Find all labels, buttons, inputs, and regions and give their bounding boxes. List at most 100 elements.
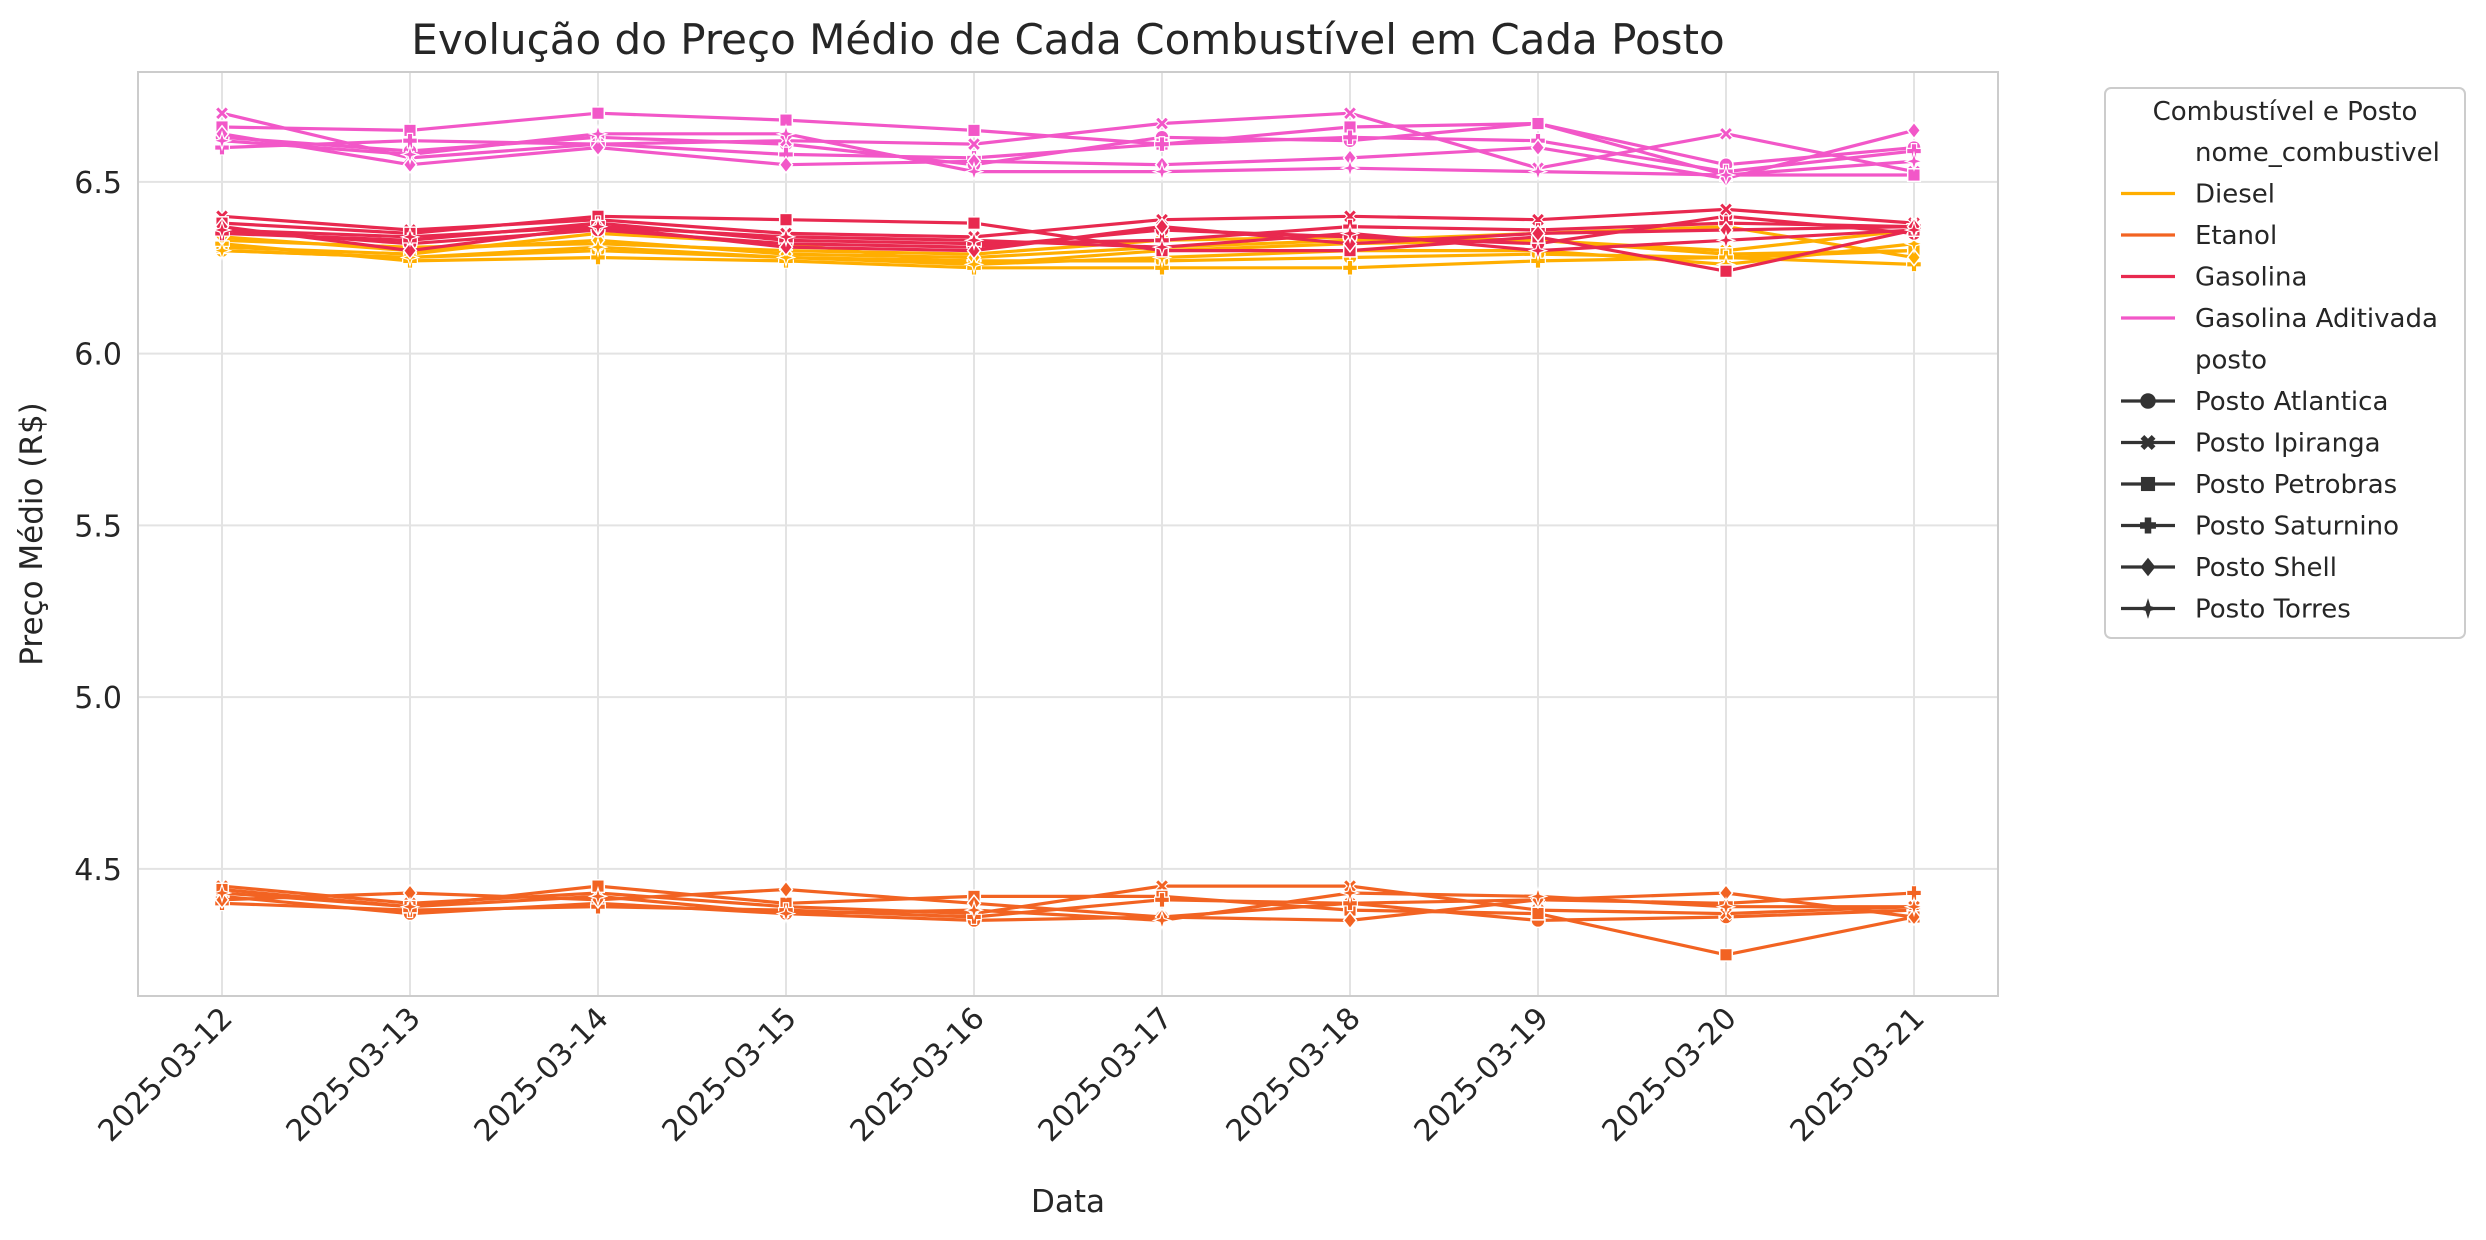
data-point [966, 123, 982, 138]
data-point [1339, 882, 1361, 904]
data-point [1715, 896, 1737, 918]
plot-area [137, 71, 1999, 997]
legend-title: Combustível e Posto [2153, 97, 2418, 127]
series-gasolina-aditivada-posto-torres [211, 123, 1925, 186]
data-point [1718, 947, 1734, 962]
legend-marker [2140, 393, 2156, 409]
data-point [402, 132, 418, 149]
data-point [963, 229, 985, 251]
legend-marker [2140, 517, 2156, 534]
legend-header-fuel: nome_combustivel [2195, 138, 2440, 168]
series-line [221, 111, 1914, 177]
chart-title: Evolução do Preço Médio de Cada Combustí… [411, 15, 1724, 64]
data-point [402, 241, 418, 260]
data-point [1530, 212, 1546, 228]
data-point [1715, 164, 1737, 186]
data-point [1342, 105, 1358, 121]
data-point [399, 226, 421, 248]
data-point [211, 882, 233, 904]
x-axis-label: Data [1031, 1184, 1105, 1220]
data-point [1530, 138, 1546, 157]
data-point [1342, 259, 1358, 276]
legend-entry-fuel: Diesel [2195, 180, 2275, 210]
legend-marker [2137, 598, 2159, 619]
series-line [221, 135, 1915, 174]
data-point [1151, 236, 1173, 258]
data-point [1342, 911, 1358, 930]
data-point [211, 130, 233, 152]
data-point [587, 216, 609, 238]
series-line [221, 214, 1915, 273]
data-point [1903, 219, 1925, 241]
legend-entry-posto: Posto Torres [2195, 595, 2351, 625]
data-point [214, 105, 230, 121]
data-point [775, 226, 797, 248]
legend-entry-posto: Posto Atlantica [2195, 387, 2388, 417]
data-point [1339, 223, 1361, 244]
data-point [1154, 217, 1170, 236]
data-point [1906, 248, 1922, 267]
data-point [963, 253, 985, 275]
data-point [1342, 129, 1358, 146]
y-tick-label: 4.5 [74, 853, 122, 888]
data-point [1718, 264, 1734, 279]
legend-entry-posto: Posto Ipiranga [2195, 429, 2381, 459]
data-point [1906, 121, 1922, 140]
data-point [211, 219, 233, 241]
data-point [775, 247, 797, 268]
data-point [1530, 906, 1546, 921]
data-point [1903, 150, 1925, 172]
data-point [1154, 136, 1170, 153]
data-point [1715, 229, 1737, 251]
data-point [590, 138, 606, 157]
legend-marker [2140, 435, 2156, 450]
series-line [221, 891, 1914, 923]
data-point [1903, 233, 1925, 255]
data-point [966, 136, 982, 152]
series-line [221, 242, 1915, 270]
data-point [1527, 161, 1549, 183]
legend-entry-posto: Posto Shell [2195, 553, 2337, 583]
series-gasolina-posto-torres [211, 216, 1925, 262]
data-point [1342, 208, 1358, 224]
data-point [587, 885, 609, 907]
legend-entry-fuel: Etanol [2195, 221, 2277, 251]
legend-entry-posto: Posto Saturnino [2195, 512, 2399, 542]
data-point [1154, 116, 1170, 132]
data-point [1151, 161, 1173, 183]
data-point [1903, 896, 1925, 918]
data-point [775, 123, 797, 145]
data-point [587, 123, 609, 145]
legend-entry-fuel: Gasolina [2195, 263, 2307, 293]
data-point [399, 896, 421, 918]
data-point [587, 236, 609, 258]
data-point [211, 240, 233, 262]
series-line [221, 128, 1915, 181]
series-etanol-posto-torres [211, 882, 1925, 931]
legend-header-posto: posto [2195, 346, 2267, 376]
data-point [1154, 891, 1170, 908]
data-point [778, 212, 794, 227]
data-point [775, 903, 797, 924]
data-point [778, 155, 794, 174]
legend-marker [2140, 476, 2156, 492]
y-axis-label: Preço Médio (R$) [14, 402, 50, 666]
data-point [963, 899, 985, 921]
series-line [221, 242, 1915, 266]
data-point [1718, 201, 1734, 217]
y-tick-label: 5.5 [74, 509, 122, 544]
series-line [221, 231, 1915, 266]
legend: Combustível e Posto nome_combustivel Dies… [2104, 87, 2466, 639]
data-point [1339, 157, 1361, 179]
data-point [1527, 240, 1549, 262]
legend-marker [2140, 557, 2156, 577]
data-point [966, 216, 982, 231]
y-tick-label: 6.0 [74, 338, 122, 373]
series-line [221, 132, 1915, 177]
data-point [1530, 116, 1546, 131]
y-ticks: 4.5 5.0 5.5 6.0 6.5 [74, 166, 122, 888]
series-line [221, 225, 1915, 253]
series-line [221, 884, 1915, 916]
series-group [211, 105, 1925, 962]
